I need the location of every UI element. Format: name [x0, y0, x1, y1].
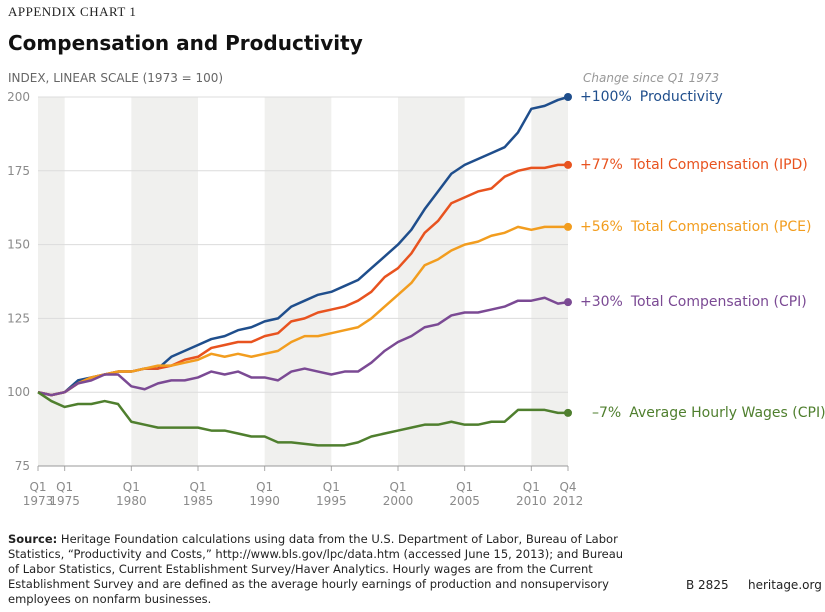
x-tick-label: Q1 1975	[49, 480, 80, 508]
x-tick-label-line: 2010	[516, 494, 547, 508]
legend-entry: Total Compensation (PCE)	[630, 219, 812, 235]
series-line	[37, 296, 569, 397]
source-text: Heritage Foundation calculations using d…	[8, 532, 624, 606]
x-tick-label-line: Q4	[559, 480, 576, 494]
change-label: +77%	[580, 157, 623, 173]
end-label: +77% Total Compensation (IPD)	[580, 157, 808, 173]
x-tick-label-line: 2000	[383, 494, 414, 508]
y-tick-label: 150	[7, 238, 30, 252]
x-tick-label-line: 1973	[23, 494, 54, 508]
x-tick-label: Q1 2010	[516, 480, 547, 508]
legend-entry: Total Compensation (IPD)	[630, 157, 808, 173]
series-line	[37, 225, 568, 397]
y-tick-label: 100	[7, 385, 30, 399]
x-tick-label-line: 1985	[183, 494, 214, 508]
x-tick-label-line: Q1	[29, 480, 46, 494]
y-tick-label: 175	[7, 164, 30, 178]
x-tick-label-line: 1990	[249, 494, 280, 508]
x-tick-label: Q1 2000	[383, 480, 414, 508]
chart-title: Compensation and Productivity	[8, 31, 363, 55]
x-tick-label-line: 1980	[116, 494, 147, 508]
x-tick-label-line: Q1	[123, 480, 140, 494]
x-tick-label-line: 2005	[449, 494, 480, 508]
change-label: +30%	[580, 294, 623, 310]
x-tick-label: Q4 2012	[553, 480, 584, 508]
band	[264, 97, 332, 466]
x-tick-label-line: 1975	[49, 494, 80, 508]
kicker: APPENDIX CHART 1	[8, 4, 136, 19]
change-label: +56%	[580, 219, 623, 235]
annotation: Change since Q1 1973	[583, 71, 719, 85]
change-label: –7%	[592, 405, 621, 421]
x-tick-label-line: Q1	[389, 480, 406, 494]
x-tick-label-line: Q1	[56, 480, 73, 494]
source: Source: Heritage Foundation calculations…	[8, 532, 628, 607]
x-tick-label: Q1 1995	[316, 480, 347, 508]
x-tick-label-line: 1995	[316, 494, 347, 508]
end-dot	[564, 160, 572, 169]
change-label: +100%	[580, 89, 632, 105]
x-tick-label-line: Q1	[323, 480, 340, 494]
end-label: –7% Average Hourly Wages (CPI)	[592, 405, 825, 421]
x-tick-label: Q1 1985	[183, 480, 214, 508]
report-id: B 2825	[686, 578, 729, 592]
y-tick-label: 200	[7, 90, 30, 104]
x-tick-label: Q1 2005	[449, 480, 480, 508]
source-label: Source:	[8, 532, 58, 546]
end-dot	[564, 298, 572, 307]
end-dot	[564, 222, 572, 231]
x-tick-label-line: Q1	[456, 480, 473, 494]
end-label: +30% Total Compensation (CPI)	[580, 294, 807, 310]
x-tick-label: Q1 1980	[116, 480, 147, 508]
band	[131, 97, 198, 466]
legend-entry: Productivity	[640, 89, 723, 105]
y-tick-label: 125	[7, 311, 30, 325]
x-tick-label-line: Q1	[189, 480, 206, 494]
band	[531, 97, 568, 466]
end-label: +56% Total Compensation (PCE)	[580, 219, 812, 235]
series-line	[37, 391, 568, 447]
legend-entry: Total Compensation (CPI)	[630, 294, 807, 310]
site: heritage.org	[748, 578, 822, 592]
y-tick-label: 75	[15, 459, 30, 473]
end-dot	[564, 93, 572, 101]
x-tick-label-line: Q1	[256, 480, 273, 494]
x-tick-label: Q1 1990	[249, 480, 280, 508]
end-dot	[564, 408, 572, 417]
x-tick-label: Q1 1973	[23, 480, 54, 508]
band	[38, 97, 65, 466]
end-label: +100% Productivity	[580, 89, 723, 105]
subtitle: INDEX, LINEAR SCALE (1973 = 100)	[8, 71, 223, 85]
x-tick-label-line: 2012	[553, 494, 584, 508]
legend-entry: Average Hourly Wages (CPI)	[629, 405, 825, 421]
band	[398, 97, 465, 466]
x-tick-label-line: Q1	[523, 480, 540, 494]
